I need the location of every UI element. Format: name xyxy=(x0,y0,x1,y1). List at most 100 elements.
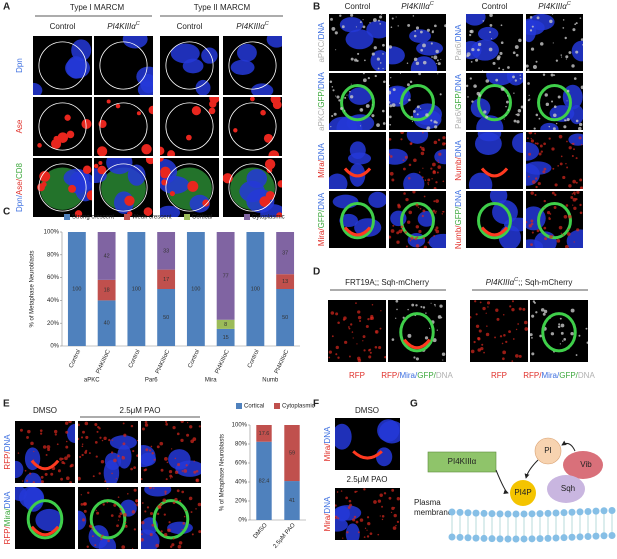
speckle xyxy=(572,191,576,195)
speckle xyxy=(367,76,370,80)
speckle xyxy=(104,480,107,483)
speckle xyxy=(430,119,433,122)
speckle xyxy=(436,62,438,65)
membrane-ring xyxy=(400,84,435,122)
speckle xyxy=(511,300,514,303)
micrograph xyxy=(141,487,201,549)
crescent xyxy=(343,167,372,178)
speckle xyxy=(573,241,575,243)
speckle xyxy=(352,518,356,522)
speckle xyxy=(538,152,542,156)
speckle xyxy=(135,500,138,503)
panel-letter: G xyxy=(410,399,418,410)
stain-part: RFP/ xyxy=(3,451,12,470)
spot xyxy=(145,158,153,165)
speckle xyxy=(144,423,149,427)
speckle xyxy=(172,426,176,430)
speckle xyxy=(500,24,503,27)
speckle xyxy=(502,313,505,316)
speckle xyxy=(486,325,488,327)
speckle xyxy=(499,51,503,55)
genotype-allele: C xyxy=(514,277,518,283)
stain-label: aPKC/DNA xyxy=(317,22,326,63)
spot xyxy=(41,181,47,187)
data-label: 33 xyxy=(163,248,169,254)
lipid-head xyxy=(544,509,552,517)
speckle xyxy=(397,203,401,207)
nucleus xyxy=(335,518,348,532)
micrograph xyxy=(466,14,523,71)
micrograph xyxy=(329,191,386,248)
speckle xyxy=(369,351,372,354)
micrograph xyxy=(335,418,400,470)
speckle xyxy=(511,307,515,312)
speckle xyxy=(482,70,484,71)
lipid-head xyxy=(496,535,504,543)
speckle xyxy=(560,331,564,335)
nucleus xyxy=(141,452,157,466)
speckle xyxy=(466,84,469,88)
speckle xyxy=(434,305,436,307)
spot xyxy=(148,105,153,115)
stain-part: DNA xyxy=(454,189,463,207)
speckle xyxy=(335,504,337,507)
speckle xyxy=(528,94,530,96)
speckle xyxy=(503,118,505,120)
nucleus xyxy=(377,419,400,442)
speckle xyxy=(535,185,538,189)
speckle xyxy=(364,527,367,530)
stain-part: Mira/ xyxy=(3,508,12,527)
speckle xyxy=(568,146,572,150)
data-label: 37 xyxy=(282,251,288,257)
column-header: DMSO xyxy=(33,406,57,415)
speckle xyxy=(434,24,437,28)
speckle xyxy=(332,89,335,92)
speckle xyxy=(410,115,413,118)
speckle xyxy=(354,490,357,493)
data-label: 77 xyxy=(223,273,229,279)
micrograph xyxy=(470,300,528,362)
nucleus xyxy=(141,529,160,549)
speckle xyxy=(149,449,152,452)
stain-part: DNA xyxy=(454,73,463,91)
speckle xyxy=(528,175,530,178)
speckle xyxy=(86,545,89,548)
pi4p-node xyxy=(510,480,536,506)
speckle xyxy=(362,25,366,29)
data-label: 100 xyxy=(251,286,260,292)
speckle xyxy=(355,26,357,28)
lipid-head xyxy=(464,509,472,517)
stain-part: Dpn xyxy=(15,58,24,73)
lipid-head xyxy=(536,510,544,518)
speckle xyxy=(395,524,397,527)
speckle xyxy=(331,86,334,88)
lipid-head xyxy=(504,535,512,543)
speckle xyxy=(437,165,442,169)
speckle xyxy=(471,47,475,52)
speckle xyxy=(427,178,431,182)
speckle xyxy=(379,23,381,25)
speckle xyxy=(561,56,563,58)
speckle xyxy=(136,503,138,507)
speckle xyxy=(422,167,424,169)
bar-segment xyxy=(97,232,116,280)
speckle xyxy=(190,511,193,514)
speckle xyxy=(439,304,443,308)
membrane-ring xyxy=(89,499,127,540)
speckle xyxy=(550,73,554,77)
micrograph xyxy=(466,132,523,189)
speckle xyxy=(331,114,334,118)
x-tick-label: PI4KIIIαC xyxy=(274,348,291,375)
speckle xyxy=(437,138,441,142)
speckle xyxy=(560,232,563,235)
nucleus xyxy=(366,20,386,39)
nucleus xyxy=(167,521,193,535)
speckle xyxy=(195,470,199,473)
speckle xyxy=(65,476,70,481)
speckle xyxy=(377,499,382,503)
nucleus xyxy=(201,47,218,64)
legend-label: Cortical xyxy=(192,215,212,221)
genotype-name: PI4KIIIα xyxy=(486,278,515,287)
speckle xyxy=(193,470,197,474)
speckle xyxy=(475,58,479,62)
